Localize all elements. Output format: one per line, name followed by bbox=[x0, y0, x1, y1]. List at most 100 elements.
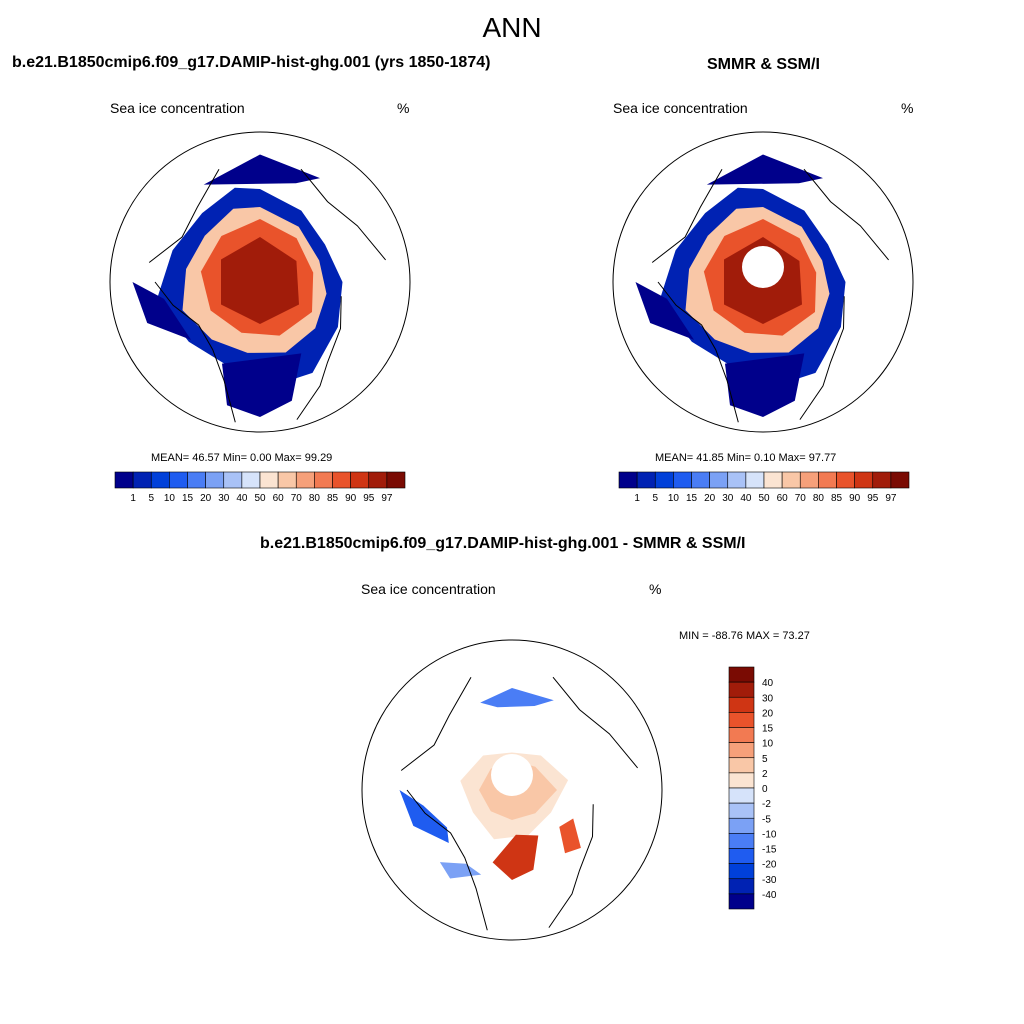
diff-colorbar-cell bbox=[728, 727, 755, 743]
diff-positive-barents bbox=[492, 834, 539, 880]
diff-colorbar-tick-label: 10 bbox=[762, 739, 774, 750]
diff-colorbar-cell bbox=[728, 787, 755, 804]
diff-coast-eurasia bbox=[548, 804, 594, 928]
obs-colorbar-tick-label: 97 bbox=[885, 493, 897, 504]
diff-colorbar-cell bbox=[728, 696, 755, 713]
diff-colorbar-tick-label: -30 bbox=[762, 875, 777, 886]
model-coast-greenland bbox=[154, 281, 236, 423]
model-colorbar-cell bbox=[368, 471, 388, 489]
obs-colorbar-tick-label: 60 bbox=[777, 493, 789, 504]
obs-colorbar-tick-label: 50 bbox=[758, 493, 770, 504]
model-panel-title: b.e21.B1850cmip6.f09_g17.DAMIP-hist-ghg.… bbox=[12, 54, 491, 71]
model-colorbar-cell bbox=[223, 471, 243, 489]
model-colorbar-cell bbox=[295, 471, 315, 489]
diff-colorbar-cell bbox=[728, 772, 755, 789]
model-coast-canada bbox=[148, 168, 220, 263]
diff-colorbar-cell bbox=[728, 878, 755, 895]
model-colorbar-tick-label: 90 bbox=[345, 493, 357, 504]
obs-coast-siberia bbox=[803, 168, 889, 261]
model-colorbar-cell bbox=[277, 471, 297, 489]
model-open-water-labrador bbox=[132, 282, 192, 340]
model-colorbar-tick-label: 85 bbox=[327, 493, 339, 504]
model-colorbar-tick-label: 60 bbox=[273, 493, 285, 504]
obs-colorbar-tick-label: 80 bbox=[813, 493, 825, 504]
diff-colorbar-tick-label: 30 bbox=[762, 693, 774, 704]
model-colorbar-cell bbox=[386, 471, 406, 489]
model-colorbar-tick-label: 95 bbox=[363, 493, 375, 504]
model-colorbar-tick-label: 97 bbox=[381, 493, 393, 504]
obs-colorbar-cell bbox=[781, 471, 801, 489]
model-map-border bbox=[109, 131, 411, 433]
diff-colorbar-tick-label: 20 bbox=[762, 708, 774, 719]
model-stats: MEAN= 46.57 Min= 0.00 Max= 99.29 bbox=[151, 452, 333, 464]
figure-title: ANN bbox=[482, 12, 542, 43]
obs-units-label: % bbox=[901, 100, 914, 116]
obs-colorbar-cell bbox=[890, 471, 910, 489]
obs-colorbar-tick-label: 70 bbox=[795, 493, 807, 504]
model-ice-core bbox=[221, 237, 299, 324]
model-colorbar-cell bbox=[150, 471, 170, 489]
diff-units-label: % bbox=[649, 581, 662, 597]
obs-colorbar-cell bbox=[709, 471, 729, 489]
diff-colorbar-cell bbox=[728, 863, 755, 880]
diff-colorbar-tick-label: 40 bbox=[762, 678, 774, 689]
diff-colorbar-tick-label: -5 bbox=[762, 814, 771, 825]
map-field-diff bbox=[399, 688, 581, 880]
model-colorbar-cell bbox=[132, 471, 152, 489]
diff-colorbar-cell bbox=[728, 833, 755, 849]
obs-colorbar-tick-label: 15 bbox=[686, 493, 698, 504]
obs-colorbar-cell bbox=[818, 471, 837, 489]
obs-colorbar-tick-label: 40 bbox=[740, 493, 752, 504]
obs-coast-canada bbox=[651, 168, 723, 263]
model-colorbar-cell bbox=[259, 471, 279, 489]
model-colorbar-tick-label: 1 bbox=[130, 493, 136, 504]
model-coast-siberia bbox=[300, 168, 386, 261]
diff-colorbar-cell bbox=[728, 757, 755, 774]
diff-coast-greenland bbox=[406, 789, 488, 931]
obs-panel-title: SMMR & SSM/I bbox=[707, 56, 820, 73]
diff-stats: MIN = -88.76 MAX = 73.27 bbox=[679, 630, 810, 642]
model-colorbar-tick-label: 30 bbox=[218, 493, 230, 504]
diff-colorbar-cell bbox=[728, 742, 755, 759]
map-model bbox=[109, 131, 411, 433]
diff-map-border bbox=[361, 639, 663, 941]
diff-colorbar-tick-label: 5 bbox=[762, 754, 768, 765]
model-colorbar-cell bbox=[114, 471, 134, 489]
diff-positive-kara bbox=[559, 818, 581, 854]
model-units-label: % bbox=[397, 100, 410, 116]
map-field-obs bbox=[635, 154, 846, 417]
model-colorbar-cell bbox=[241, 471, 261, 489]
obs-open-water-pacific bbox=[706, 154, 823, 185]
diff-colorbar-cell bbox=[728, 666, 755, 683]
obs-colorbar-cell bbox=[654, 471, 674, 489]
model-colorbar-tick-label: 15 bbox=[182, 493, 194, 504]
obs-colorbar: 1 5 10 15 20 30 40 50 60 70 80 85 90 95 97 bbox=[618, 471, 910, 504]
model-colorbar-cell bbox=[350, 471, 370, 489]
diff-colorbar-cell bbox=[728, 893, 755, 910]
obs-open-water-labrador bbox=[635, 282, 695, 340]
model-colorbar: 1 5 10 15 20 30 40 50 60 70 80 85 90 95 97 bbox=[114, 471, 406, 504]
model-colorbar-tick-label: 40 bbox=[236, 493, 248, 504]
diff-variable-label: Sea ice concentration bbox=[361, 581, 496, 597]
obs-colorbar-tick-label: 85 bbox=[831, 493, 843, 504]
obs-coast-eurasia bbox=[799, 296, 845, 420]
obs-colorbar-tick-label: 95 bbox=[867, 493, 879, 504]
diff-colorbar-tick-label: -20 bbox=[762, 860, 777, 871]
diff-colorbar-cell bbox=[728, 848, 755, 864]
diff-colorbar-tick-label: -15 bbox=[762, 845, 777, 856]
obs-colorbar-tick-label: 20 bbox=[704, 493, 716, 504]
diff-panel-title: b.e21.B1850cmip6.f09_g17.DAMIP-hist-ghg.… bbox=[260, 535, 746, 552]
obs-coast-greenland bbox=[657, 281, 739, 423]
obs-open-water-atlantic bbox=[725, 353, 805, 417]
obs-stats: MEAN= 41.85 Min= 0.10 Max= 97.77 bbox=[655, 452, 837, 464]
obs-colorbar-cell bbox=[691, 471, 710, 489]
model-colorbar-tick-label: 20 bbox=[200, 493, 212, 504]
diff-colorbar-tick-label: 2 bbox=[762, 769, 768, 780]
obs-pole-hole bbox=[742, 246, 784, 288]
obs-colorbar-cell bbox=[618, 471, 638, 489]
obs-colorbar-cell bbox=[636, 471, 656, 489]
obs-colorbar-cell bbox=[727, 471, 747, 489]
diff-negative-bering bbox=[480, 688, 554, 708]
